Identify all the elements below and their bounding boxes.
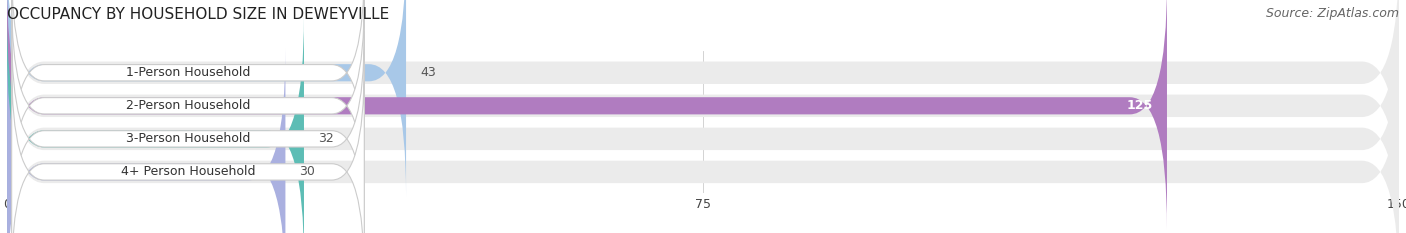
FancyBboxPatch shape (7, 0, 1167, 230)
Text: 30: 30 (299, 165, 315, 178)
Text: 1-Person Household: 1-Person Household (125, 66, 250, 79)
FancyBboxPatch shape (11, 64, 364, 233)
FancyBboxPatch shape (11, 31, 364, 233)
FancyBboxPatch shape (7, 18, 1399, 233)
FancyBboxPatch shape (7, 0, 406, 196)
FancyBboxPatch shape (11, 0, 364, 213)
Text: 125: 125 (1126, 99, 1153, 112)
FancyBboxPatch shape (7, 48, 285, 233)
Text: 4+ Person Household: 4+ Person Household (121, 165, 256, 178)
FancyBboxPatch shape (7, 15, 304, 233)
Text: Source: ZipAtlas.com: Source: ZipAtlas.com (1265, 7, 1399, 20)
Text: 2-Person Household: 2-Person Household (125, 99, 250, 112)
FancyBboxPatch shape (7, 51, 1399, 233)
Text: 3-Person Household: 3-Person Household (125, 132, 250, 145)
FancyBboxPatch shape (7, 0, 1399, 194)
Text: 32: 32 (318, 132, 333, 145)
Text: 43: 43 (420, 66, 436, 79)
FancyBboxPatch shape (11, 0, 364, 180)
FancyBboxPatch shape (7, 0, 1399, 227)
Text: OCCUPANCY BY HOUSEHOLD SIZE IN DEWEYVILLE: OCCUPANCY BY HOUSEHOLD SIZE IN DEWEYVILL… (7, 7, 389, 22)
